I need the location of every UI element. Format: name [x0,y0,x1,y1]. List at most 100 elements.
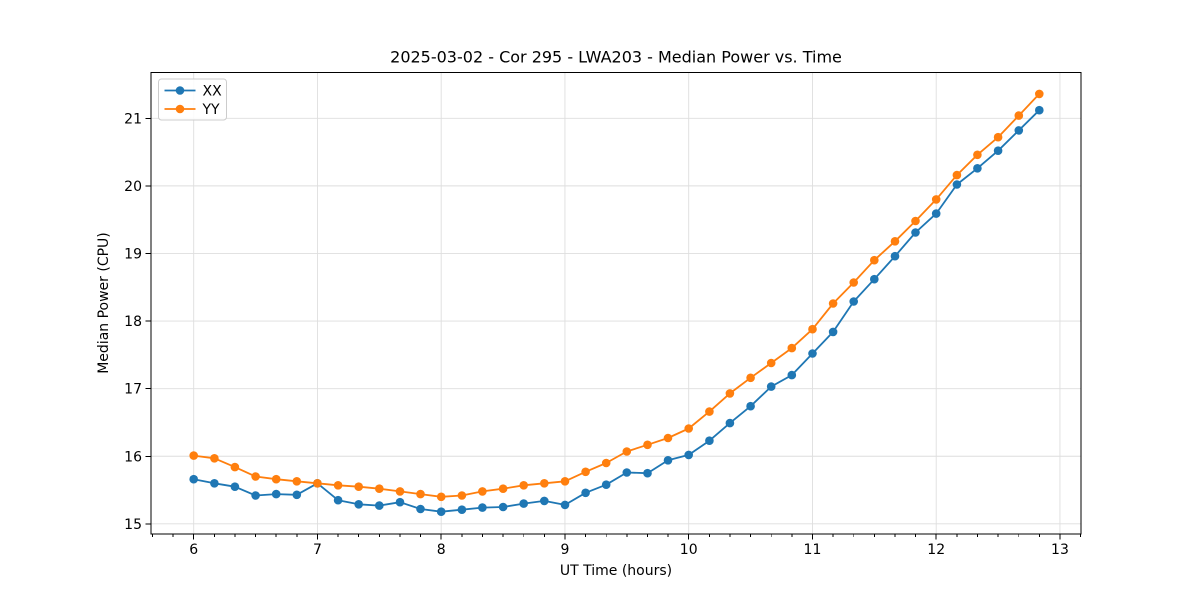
x-tick-label: 11 [804,542,822,558]
data-point-xx [478,503,487,512]
data-point-xx [828,327,838,337]
data-point-xx [210,479,219,488]
data-point-xx [890,251,900,261]
data-point-xx [622,468,632,477]
x-tick-label: 12 [927,542,945,558]
data-point-xx [189,474,198,484]
data-point-xx [973,164,982,173]
data-point-yy [436,492,446,502]
data-point-yy [271,474,281,484]
x-axis-label: UT Time (hours) [559,563,673,579]
x-tick-label: 8 [437,542,446,558]
data-point-yy [993,132,1003,142]
data-point-yy [1035,89,1044,99]
data-point-yy [313,479,322,488]
data-point-yy [354,482,364,492]
data-point-xx [498,502,508,512]
data-point-yy [1014,111,1024,120]
x-tick-label: 13 [1051,542,1069,558]
data-point-yy [663,433,673,443]
data-point-xx [1014,126,1024,135]
data-point-xx [952,180,962,189]
data-point-xx [1035,105,1044,115]
data-point-yy [519,481,528,490]
data-point-xx [993,146,1003,155]
y-tick-label: 16 [124,449,142,465]
series-line-xx [193,109,1040,513]
y-axis-label: Median Power (CPU) [96,232,112,374]
data-point-xx [870,274,879,284]
data-point-xx [931,209,941,218]
data-point-yy [870,255,879,265]
x-tick-label: 6 [189,542,198,558]
data-point-yy [787,343,797,353]
y-tick-label: 18 [124,314,142,330]
chart-title: 2025-03-02 - Cor 295 - LWA203 - Median P… [390,47,842,67]
data-point-yy [808,324,817,334]
data-point-xx [251,491,260,500]
data-point-xx [911,228,920,237]
data-point-xx [271,489,281,499]
data-point-xx [375,501,384,510]
data-point-yy [540,479,549,488]
data-point-xx [705,436,714,446]
y-tick-label: 17 [124,382,142,398]
data-point-xx [416,504,425,514]
data-point-yy [251,472,260,481]
data-point-xx [725,418,735,428]
x-tick-label: 10 [680,542,698,558]
data-point-xx [292,490,302,500]
data-point-xx [787,370,797,380]
data-point-xx [333,495,343,505]
data-point-yy [746,373,755,383]
data-point-yy [416,489,425,499]
data-point-yy [395,487,405,496]
data-point-xx [766,382,776,391]
data-point-yy [766,358,776,368]
data-point-yy [478,487,487,496]
data-point-yy [292,477,302,486]
data-point-xx [230,482,240,492]
y-tick-label: 15 [124,517,142,533]
data-point-xx [643,468,652,478]
series-line-yy [193,93,1040,498]
data-point-yy [581,467,590,477]
data-point-yy [498,484,508,494]
legend-label: YY [202,102,221,118]
x-tick-label: 9 [560,542,569,558]
data-point-xx [436,507,446,516]
data-point-yy [705,407,714,416]
data-point-yy [375,484,384,494]
data-point-yy [849,278,858,287]
data-point-xx [601,480,611,490]
data-point-xx [581,488,590,498]
data-point-yy [828,299,838,308]
y-tick-label: 20 [124,179,142,195]
y-tick-label: 19 [124,246,142,262]
data-point-xx [395,497,405,507]
plot-frame [150,71,1082,535]
data-point-yy [230,462,240,472]
data-point-xx [663,456,673,465]
data-point-yy [931,195,941,204]
data-point-yy [333,481,343,490]
x-tick-label: 7 [313,542,322,558]
data-point-xx [457,505,467,514]
data-point-yy [189,451,198,460]
data-point-yy [560,477,570,486]
data-point-xx [849,297,858,306]
data-point-xx [746,401,755,411]
data-point-yy [643,440,652,450]
data-point-yy [973,150,982,160]
data-point-yy [622,447,632,456]
legend-label: XX [203,84,223,100]
data-point-yy [952,170,962,180]
data-point-xx [560,500,570,510]
legend-marker-icon [175,86,185,95]
data-point-xx [684,450,693,460]
data-point-yy [725,389,735,398]
data-point-yy [890,237,900,246]
data-point-yy [684,424,693,433]
